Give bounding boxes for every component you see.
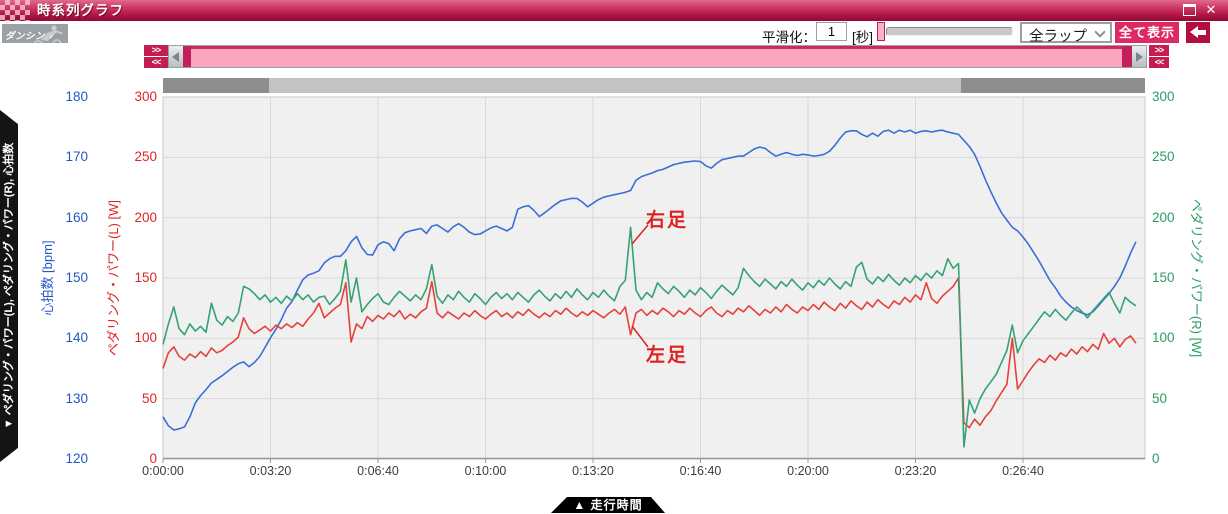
y-tick-label: 50 — [141, 390, 157, 406]
window-title: 時系列グラフ — [37, 3, 124, 18]
y-tick-label: 300 — [134, 89, 157, 104]
smoothing-input[interactable] — [816, 22, 847, 41]
chart-annotation: 左足 — [646, 345, 689, 366]
x-tick-label: 0:23:20 — [894, 464, 937, 478]
x-tick-label: 0:16:40 — [679, 464, 722, 478]
y-tick-label: 140 — [65, 330, 88, 346]
x-axis-label-banner[interactable]: ▲ 走行時間 — [551, 497, 665, 513]
x-tick-label: 0:13:20 — [572, 464, 614, 478]
y-tick-label: 250 — [1152, 149, 1175, 165]
mode-badge: ダンシング — [2, 24, 68, 43]
cyclist-icon — [33, 25, 63, 43]
y-tick-label: 100 — [1152, 330, 1175, 346]
series-selector-tab-label: ▼ ペダリング・パワー(L), ペダリング・パワー(R), 心拍数 — [3, 142, 15, 430]
fast-forward-button-left[interactable]: >> — [144, 45, 168, 56]
y-tick-label: 160 — [65, 209, 88, 225]
chart-annotation: 右足 — [646, 210, 689, 231]
scroll-right-button[interactable] — [1132, 46, 1146, 67]
lap-select-value: 全ラップ — [1029, 29, 1087, 45]
x-tick-label: 0:20:00 — [787, 464, 829, 478]
range-selected-region[interactable] — [191, 46, 1122, 67]
annotation-pointer-line — [631, 325, 649, 348]
y-tick-label: 300 — [1152, 89, 1175, 104]
y-tick-label: 0 — [1152, 451, 1160, 466]
y-tick-label: 50 — [1152, 390, 1168, 406]
y-tick-label: 180 — [65, 89, 88, 104]
x-tick-label: 0:06:40 — [357, 464, 399, 478]
smoothing-slider-track[interactable] — [886, 27, 1013, 36]
lap-indicator-bar — [163, 78, 1145, 93]
y-tick-label: 250 — [134, 149, 157, 165]
smoothing-label: 平滑化： — [762, 30, 816, 45]
range-handle-right[interactable] — [1122, 46, 1132, 67]
back-arrow-icon — [1190, 26, 1198, 38]
rewind-button-right[interactable]: << — [1149, 57, 1169, 68]
y-tick-label: 150 — [65, 270, 88, 285]
chart-svg — [162, 96, 1146, 463]
time-range-scrollbar[interactable] — [168, 45, 1147, 68]
rewind-button-left[interactable]: << — [144, 57, 168, 68]
series-power — [162, 226, 1137, 448]
x-tick-label: 0:03:20 — [249, 464, 292, 478]
lap-segment — [268, 78, 962, 93]
fast-forward-button-right[interactable]: >> — [1149, 45, 1169, 56]
y-tick-label: 130 — [65, 390, 88, 406]
y-tick-label: 200 — [1152, 209, 1175, 225]
maximize-icon[interactable] — [1183, 4, 1196, 16]
smoothing-slider-handle[interactable] — [877, 22, 885, 41]
y-tick-label: 100 — [134, 330, 157, 346]
scroll-right-arrow-icon — [1136, 51, 1143, 62]
series-selector-tab[interactable] — [0, 110, 18, 462]
y-tick-label: 170 — [65, 149, 88, 165]
series-power — [162, 277, 1137, 429]
y-tick-label: 0 — [149, 451, 157, 466]
x-tick-label: 0:10:00 — [464, 464, 507, 478]
chevron-down-icon — [1094, 26, 1106, 38]
scroll-left-button[interactable] — [169, 46, 183, 67]
series-hr — [162, 129, 1137, 431]
title-bar: 時系列グラフ ✕ — [0, 0, 1228, 21]
scroll-left-arrow-icon — [172, 51, 179, 62]
lap-segment — [163, 78, 269, 93]
smoothing-unit-label: [秒] — [852, 30, 874, 45]
lap-select-dropdown[interactable]: 全ラップ — [1020, 22, 1112, 45]
y-tick-label: 150 — [134, 270, 157, 285]
chart-plot-area[interactable]: 右足 左足 — [162, 96, 1146, 465]
x-tick-label: 0:26:40 — [1002, 464, 1044, 478]
lap-segment — [961, 78, 1145, 93]
y-tick-label: 150 — [1152, 270, 1175, 285]
x-tick-label: 0:00:00 — [142, 464, 184, 478]
close-icon[interactable]: ✕ — [1205, 2, 1217, 17]
back-button[interactable] — [1186, 22, 1210, 43]
show-all-button[interactable]: 全て表示 — [1115, 22, 1179, 43]
range-handle-left[interactable] — [183, 46, 191, 67]
annotation-pointer-line — [631, 224, 649, 245]
y-tick-label: 120 — [65, 451, 88, 466]
y-tick-label: 200 — [134, 209, 157, 225]
mode-badge-label: ダンシング — [5, 31, 56, 42]
title-decoration — [0, 0, 30, 21]
x-axis-tick-labels: 0:00:00 0:03:20 0:06:40 0:10:00 0:13:20 0:16:… — [142, 464, 1163, 480]
